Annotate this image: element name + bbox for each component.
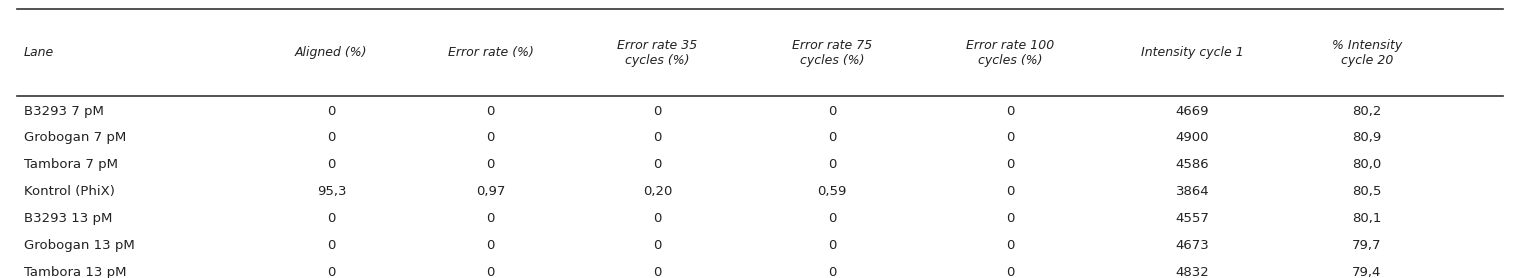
Text: 0: 0: [1006, 266, 1014, 278]
Text: 0: 0: [327, 212, 336, 225]
Text: 0: 0: [828, 266, 836, 278]
Text: 4557: 4557: [1175, 212, 1210, 225]
Text: 0: 0: [654, 239, 661, 252]
Text: 0: 0: [654, 158, 661, 171]
Text: 0: 0: [486, 105, 496, 118]
Text: 0: 0: [486, 212, 496, 225]
Text: 0: 0: [1006, 239, 1014, 252]
Text: 0: 0: [1006, 105, 1014, 118]
Text: 4586: 4586: [1175, 158, 1210, 171]
Text: Lane: Lane: [24, 46, 55, 59]
Text: Aligned (%): Aligned (%): [295, 46, 368, 59]
Text: 80,0: 80,0: [1353, 158, 1382, 171]
Text: Grobogan 13 pM: Grobogan 13 pM: [24, 239, 135, 252]
Text: 0: 0: [1006, 185, 1014, 198]
Text: 0: 0: [654, 105, 661, 118]
Text: 3864: 3864: [1175, 185, 1210, 198]
Text: 0: 0: [327, 266, 336, 278]
Text: % Intensity
cycle 20: % Intensity cycle 20: [1332, 39, 1401, 67]
Text: 0: 0: [828, 105, 836, 118]
Text: 0,59: 0,59: [818, 185, 847, 198]
Text: 0: 0: [828, 131, 836, 145]
Text: Grobogan 7 pM: Grobogan 7 pM: [24, 131, 126, 145]
Text: Error rate (%): Error rate (%): [448, 46, 534, 59]
Text: 0: 0: [654, 131, 661, 145]
Text: 0: 0: [327, 105, 336, 118]
Text: B3293 13 pM: B3293 13 pM: [24, 212, 112, 225]
Text: 0: 0: [486, 158, 496, 171]
Text: 0: 0: [486, 266, 496, 278]
Text: 0: 0: [1006, 212, 1014, 225]
Text: 0: 0: [828, 239, 836, 252]
Text: 95,3: 95,3: [316, 185, 347, 198]
Text: 0: 0: [327, 239, 336, 252]
Text: 80,2: 80,2: [1353, 105, 1382, 118]
Text: 0: 0: [654, 212, 661, 225]
Text: 0: 0: [1006, 131, 1014, 145]
Text: Error rate 75
cycles (%): Error rate 75 cycles (%): [792, 39, 872, 67]
Text: 0: 0: [654, 266, 661, 278]
Text: Tambora 13 pM: Tambora 13 pM: [24, 266, 126, 278]
Text: 4900: 4900: [1175, 131, 1208, 145]
Text: Tambora 7 pM: Tambora 7 pM: [24, 158, 119, 171]
Text: 0: 0: [828, 158, 836, 171]
Text: 0: 0: [1006, 158, 1014, 171]
Text: 0,97: 0,97: [476, 185, 505, 198]
Text: 80,1: 80,1: [1353, 212, 1382, 225]
Text: 0: 0: [828, 212, 836, 225]
Text: Kontrol (PhiX): Kontrol (PhiX): [24, 185, 116, 198]
Text: 0: 0: [327, 131, 336, 145]
Text: 4832: 4832: [1175, 266, 1210, 278]
Text: 0: 0: [327, 158, 336, 171]
Text: Error rate 35
cycles (%): Error rate 35 cycles (%): [617, 39, 698, 67]
Text: 79,7: 79,7: [1353, 239, 1382, 252]
Text: 4673: 4673: [1175, 239, 1210, 252]
Text: B3293 7 pM: B3293 7 pM: [24, 105, 103, 118]
Text: 80,9: 80,9: [1353, 131, 1382, 145]
Text: 80,5: 80,5: [1353, 185, 1382, 198]
Text: 4669: 4669: [1175, 105, 1208, 118]
Text: Error rate 100
cycles (%): Error rate 100 cycles (%): [967, 39, 1055, 67]
Text: 79,4: 79,4: [1353, 266, 1382, 278]
Text: 0,20: 0,20: [643, 185, 672, 198]
Text: 0: 0: [486, 239, 496, 252]
Text: 0: 0: [486, 131, 496, 145]
Text: Intensity cycle 1: Intensity cycle 1: [1142, 46, 1243, 59]
